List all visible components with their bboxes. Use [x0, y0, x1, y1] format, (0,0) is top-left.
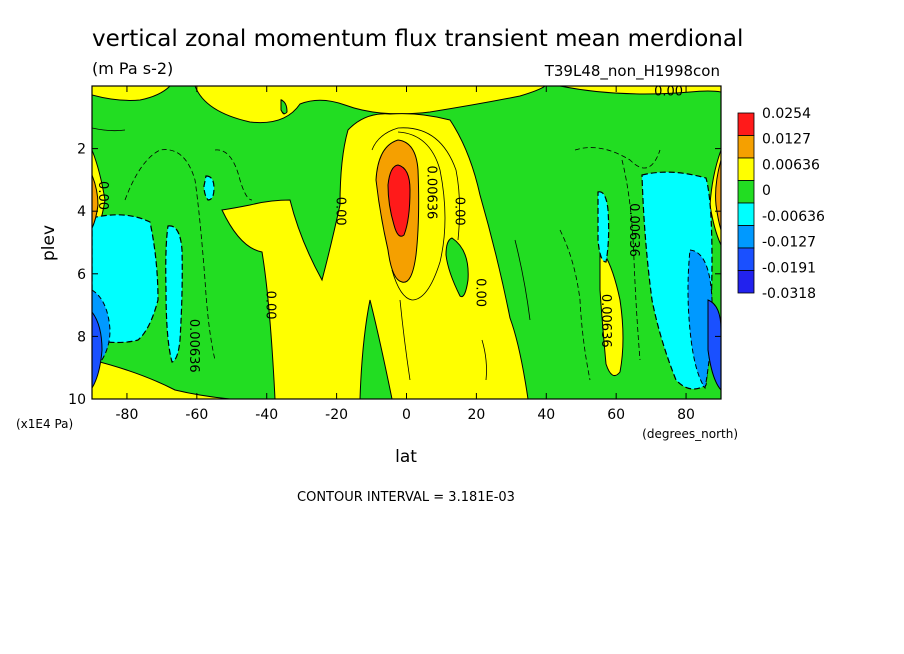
colorbar: 0.0254 0.0127 0.00636 0 -0.00636 -0.0127 -0.01…	[737, 106, 825, 302]
contour-interval: CONTOUR INTERVAL = 3.181E-03	[297, 490, 515, 505]
colorbar-swatch	[737, 270, 755, 294]
y-tick-label: 4	[77, 204, 86, 220]
colorbar-swatch	[737, 157, 755, 181]
contour-dashed-right-2	[559, 229, 591, 381]
contour-label: 0.00	[263, 291, 278, 320]
contour-label: 0.00636	[598, 294, 613, 348]
y-tick-label: 8	[77, 329, 86, 345]
contour-solid-right-2	[481, 339, 487, 381]
field-blue-right	[687, 249, 713, 390]
colorbar-swatch	[737, 180, 755, 204]
x-tick-label: -40	[255, 407, 278, 423]
contour-dashed-right-3	[621, 159, 641, 361]
colorbar-label: 0.00636	[762, 157, 820, 173]
contour-label: 0.00636	[626, 203, 641, 257]
colorbar-swatch	[737, 135, 755, 159]
contour-solid-center-1	[391, 131, 446, 301]
contour-label: 0.00636	[423, 166, 438, 220]
y-axis-label: plev	[39, 225, 59, 261]
field-green-blob-center	[445, 237, 469, 298]
field-darkblue-left	[92, 311, 103, 389]
x-tick-label: 40	[537, 407, 555, 423]
field-cyan-left-strip	[165, 225, 183, 363]
field-yellow-top-right	[559, 86, 721, 95]
contour-dashed-right-1	[574, 147, 661, 169]
colorbar-label: -0.0127	[762, 235, 816, 251]
field-cyan-left-small	[203, 175, 215, 201]
contour-lines	[92, 99, 661, 381]
colorbar-label: -0.00636	[762, 209, 825, 225]
colorbar-swatch	[737, 112, 755, 136]
x-axis-label: lat	[395, 447, 417, 467]
field-darkblue-right	[707, 299, 721, 391]
contour-label: 0.00	[95, 181, 110, 210]
contour-solid-right-1	[514, 239, 531, 321]
run-label: T39L48_non_H1998con	[544, 62, 720, 81]
field-orange-right-edge	[715, 159, 721, 231]
contour-dashed-left-2	[214, 149, 253, 201]
y-axis-units: (x1E4 Pa)	[16, 417, 73, 431]
field-cyan-right-strip	[597, 191, 610, 263]
x-tick-label: 0	[402, 407, 411, 423]
plot-area	[92, 86, 721, 399]
field-yellow-main	[221, 113, 529, 399]
x-axis-units: (degrees_north)	[642, 427, 738, 441]
chart-units: (m Pa s-2)	[92, 59, 173, 78]
contour-label: 0.00	[333, 197, 348, 226]
field-yellow-left-bottom	[92, 359, 231, 399]
colorbar-swatch	[737, 247, 755, 271]
colorbar-label: 0.0254	[762, 106, 811, 122]
y-tick-label: 10	[68, 392, 86, 408]
contour-dashed-left-1	[124, 149, 216, 361]
chart-title: vertical zonal momentum flux transient m…	[92, 26, 743, 52]
colorbar-label: -0.0191	[762, 260, 816, 276]
y-tick-label: 2	[77, 142, 86, 158]
x-tick-label: 80	[677, 407, 695, 423]
y-axis: 2 4 6 8 10	[68, 142, 721, 408]
colorbar-swatch	[737, 202, 755, 226]
contour-solid-center-3	[399, 299, 411, 381]
contour-label: 0.00	[654, 84, 683, 99]
contour-label: 0.00	[472, 278, 487, 307]
x-tick-label: -20	[325, 407, 348, 423]
colorbar-label: -0.0318	[762, 286, 816, 302]
x-tick-label: -60	[185, 407, 208, 423]
x-tick-label: 20	[467, 407, 485, 423]
contour-label: 0.00	[451, 197, 466, 226]
colorbar-swatch	[737, 225, 755, 249]
colorbar-label: 0.0127	[762, 132, 811, 148]
x-tick-label: -80	[116, 407, 139, 423]
x-tick-label: 60	[607, 407, 625, 423]
field-yellow-right-strip	[599, 246, 624, 377]
x-axis: -80 -60 -40 -20 0 20 40 60 80	[116, 86, 695, 423]
field-orange-left-edge	[92, 174, 99, 229]
field-red-core	[387, 164, 411, 237]
field-yellow-top-left	[92, 86, 171, 101]
contour-solid-center-2	[371, 127, 460, 241]
contour-label: 0.00636	[186, 319, 201, 373]
contour-label-layer: 0.00 0.00 0.00636 0.00 0.00 0.00636 0.00 0.00 0.…	[95, 84, 683, 372]
field-cyan-left	[92, 214, 159, 344]
colorbar-label: 0	[762, 183, 771, 199]
contour-solid-left-yellow	[92, 127, 126, 132]
field-green-top-notch	[280, 99, 288, 115]
y-tick-label: 6	[77, 267, 86, 283]
